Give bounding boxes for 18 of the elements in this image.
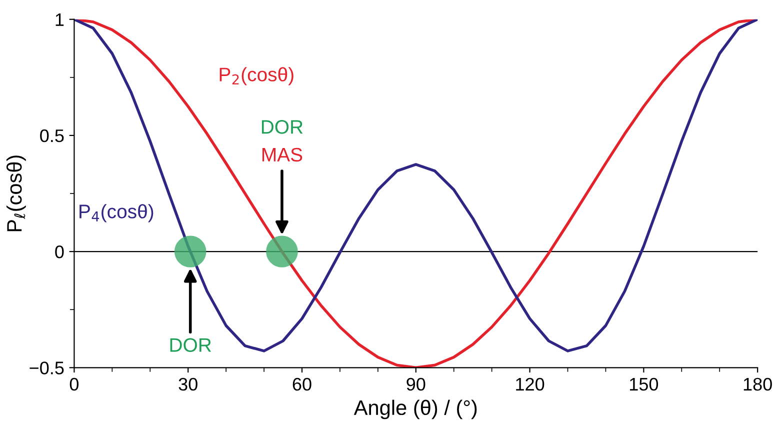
- y-tick-label: 1: [56, 13, 64, 26]
- annotation: DOR: [262, 120, 303, 134]
- y-axis-title: P$_{ℓ}$(cosθ): [6, 156, 26, 232]
- x-tick-label: 90: [406, 378, 426, 391]
- x-tick-label: 0: [70, 378, 79, 391]
- x-tick-label: 150: [630, 378, 658, 391]
- annotation: DOR: [170, 338, 212, 352]
- x-tick-label: 120: [516, 378, 544, 391]
- x-tick-label: 60: [292, 378, 312, 391]
- y-tick-label: 0.5: [40, 129, 64, 142]
- x-tick-label: 180: [744, 378, 772, 391]
- series-label: P$_{4}$(cosθ): [80, 204, 154, 222]
- x-axis-title: Angle (θ) / (°): [354, 400, 477, 420]
- annotation: MAS: [262, 148, 302, 162]
- y-tick-label: −0.5: [30, 362, 64, 374]
- series-label: P$_{2}$(cosθ): [220, 67, 294, 86]
- x-tick-label: 30: [178, 378, 198, 391]
- y-tick-label: 0: [55, 245, 64, 258]
